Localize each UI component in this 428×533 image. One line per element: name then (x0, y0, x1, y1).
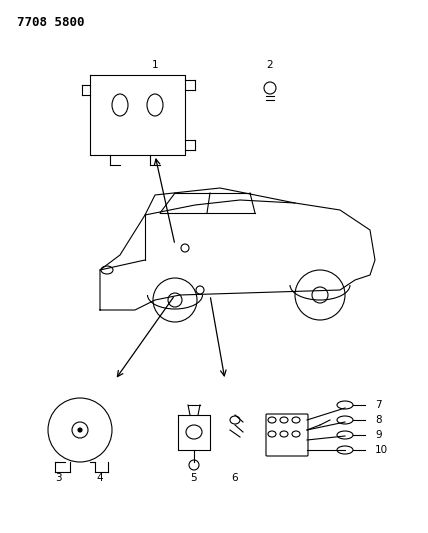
Text: 6: 6 (232, 473, 238, 483)
Text: 9: 9 (375, 430, 382, 440)
Text: 5: 5 (191, 473, 197, 483)
Text: 4: 4 (97, 473, 103, 483)
Circle shape (78, 428, 82, 432)
Text: 7708 5800: 7708 5800 (17, 16, 85, 29)
Text: 7: 7 (375, 400, 382, 410)
Text: 1: 1 (152, 60, 158, 70)
Text: 8: 8 (375, 415, 382, 425)
Text: 2: 2 (267, 60, 273, 70)
Text: 10: 10 (375, 445, 388, 455)
Text: 3: 3 (55, 473, 61, 483)
